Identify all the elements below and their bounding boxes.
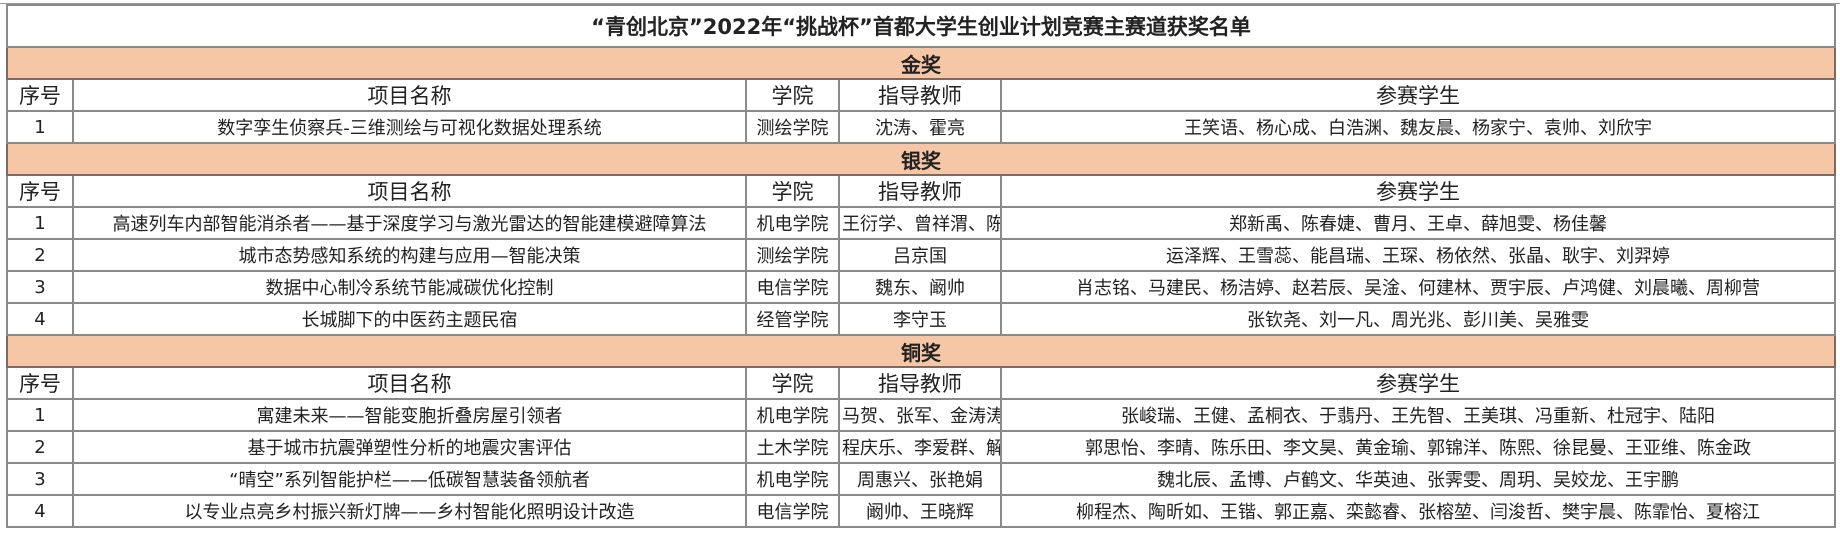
cell-students: 郑新禹、陈春婕、曹月、王卓、薛旭雯、杨佳馨: [1000, 206, 1836, 240]
header-students: 参赛学生: [1000, 174, 1836, 208]
cell-advisor: 周惠兴、张艳娟: [838, 462, 1002, 496]
cell-no: 1: [6, 206, 74, 240]
section-title: 铜奖: [6, 334, 1836, 368]
section-title: 银奖: [6, 142, 1836, 176]
cell-advisor: 王衍学、曾祥渭、陈思源: [838, 206, 1002, 240]
table-row: 1 高速列车内部智能消杀者——基于深度学习与激光雷达的智能建模避障算法 机电学院 王衍…: [6, 206, 1836, 240]
cell-project: 基于城市抗震弹塑性分析的地震灾害评估: [72, 430, 747, 464]
header-project: 项目名称: [72, 174, 747, 208]
cell-college: 经管学院: [745, 302, 840, 336]
cell-college: 机电学院: [745, 206, 840, 240]
title-row: “青创北京”2022年“挑战杯”首都大学生创业计划竞赛主赛道获奖名单: [6, 4, 1836, 48]
cell-college: 电信学院: [745, 270, 840, 304]
cell-advisor: 沈涛、霍亮: [838, 110, 1002, 144]
header-students: 参赛学生: [1000, 78, 1836, 112]
cell-college: 测绘学院: [745, 110, 840, 144]
cell-project: 城市态势感知系统的构建与应用—智能决策: [72, 238, 747, 272]
section-band: 金奖: [6, 46, 1836, 80]
cell-project: 数字孪生侦察兵-三维测绘与可视化数据处理系统: [72, 110, 747, 144]
cell-no: 3: [6, 462, 74, 496]
cell-no: 4: [6, 494, 74, 528]
header-row: 序号 项目名称 学院 指导教师 参赛学生: [6, 78, 1836, 112]
table-row: 2 城市态势感知系统的构建与应用—智能决策 测绘学院 吕京国 运泽辉、王雪蕊、能昌瑞、王…: [6, 238, 1836, 272]
header-college: 学院: [745, 174, 840, 208]
cell-students: 王笑语、杨心成、白浩渊、魏友晨、杨家宁、袁帅、刘欣宇: [1000, 110, 1836, 144]
table-row: 4 长城脚下的中医药主题民宿 经管学院 李守玉 张钦尧、刘一凡、周光兆、彭川美、吴雅雯: [6, 302, 1836, 336]
cell-project: “晴空”系列智能护栏——低碳智慧装备领航者: [72, 462, 747, 496]
section-band: 银奖: [6, 142, 1836, 176]
cell-college: 机电学院: [745, 462, 840, 496]
header-advisor: 指导教师: [838, 366, 1002, 400]
section-band: 铜奖: [6, 334, 1836, 368]
cell-students: 郭思怡、李晴、陈乐田、李文昊、黄金瑜、郭锦洋、陈熙、徐昆曼、王亚维、陈金政: [1000, 430, 1836, 464]
header-no: 序号: [6, 366, 74, 400]
table-row: 1 数字孪生侦察兵-三维测绘与可视化数据处理系统 测绘学院 沈涛、霍亮 王笑语、杨心成、…: [6, 110, 1836, 144]
cell-college: 机电学院: [745, 398, 840, 432]
table-row: 4 以专业点亮乡村振兴新灯牌——乡村智能化照明设计改造 电信学院 阚帅、王晓辉 柳程杰、…: [6, 494, 1836, 528]
page-title: “青创北京”2022年“挑战杯”首都大学生创业计划竞赛主赛道获奖名单: [6, 4, 1836, 48]
cell-college: 测绘学院: [745, 238, 840, 272]
cell-advisor: 吕京国: [838, 238, 1002, 272]
table-row: 3 数据中心制冷系统节能减碳优化控制 电信学院 魏东、阚帅 肖志铭、马建民、杨洁婷、赵若…: [6, 270, 1836, 304]
header-row: 序号 项目名称 学院 指导教师 参赛学生: [6, 174, 1836, 208]
cell-college: 电信学院: [745, 494, 840, 528]
cell-no: 2: [6, 238, 74, 272]
cell-advisor: 马贺、张军、金涛涛: [838, 398, 1002, 432]
cell-advisor: 阚帅、王晓辉: [838, 494, 1002, 528]
cell-project: 数据中心制冷系统节能减碳优化控制: [72, 270, 747, 304]
cell-students: 运泽辉、王雪蕊、能昌瑞、王琛、杨依然、张晶、耿宇、刘羿婷: [1000, 238, 1836, 272]
cell-advisor: 程庆乐、李爱群、解琳琳: [838, 430, 1002, 464]
cell-advisor: 李守玉: [838, 302, 1002, 336]
cell-students: 柳程杰、陶昕如、王锴、郭正嘉、栾懿睿、张榕堃、闫浚哲、樊宇晨、陈霏怡、夏榕江: [1000, 494, 1836, 528]
cell-students: 肖志铭、马建民、杨洁婷、赵若辰、吴淦、何建林、贾宇辰、卢鸿健、刘晨曦、周柳营: [1000, 270, 1836, 304]
header-project: 项目名称: [72, 78, 747, 112]
header-no: 序号: [6, 174, 74, 208]
cell-no: 2: [6, 430, 74, 464]
top-border: [0, 0, 1840, 4]
cell-college: 土木学院: [745, 430, 840, 464]
cell-advisor: 魏东、阚帅: [838, 270, 1002, 304]
table-row: 1 寓建未来——智能变胞折叠房屋引领者 机电学院 马贺、张军、金涛涛 张峻瑞、王健、孟桐…: [6, 398, 1836, 432]
header-row: 序号 项目名称 学院 指导教师 参赛学生: [6, 366, 1836, 400]
cell-students: 魏北辰、孟博、卢鹤文、华英迪、张霁雯、周玥、吴姣龙、王宇鹏: [1000, 462, 1836, 496]
header-advisor: 指导教师: [838, 78, 1002, 112]
cell-no: 4: [6, 302, 74, 336]
header-project: 项目名称: [72, 366, 747, 400]
cell-students: 张峻瑞、王健、孟桐衣、于翡丹、王先智、王美琪、冯重新、杜冠宇、陆阳: [1000, 398, 1836, 432]
header-advisor: 指导教师: [838, 174, 1002, 208]
cell-no: 3: [6, 270, 74, 304]
header-students: 参赛学生: [1000, 366, 1836, 400]
cell-students: 张钦尧、刘一凡、周光兆、彭川美、吴雅雯: [1000, 302, 1836, 336]
cell-project: 寓建未来——智能变胞折叠房屋引领者: [72, 398, 747, 432]
section-title: 金奖: [6, 46, 1836, 80]
cell-no: 1: [6, 110, 74, 144]
table-row: 3 “晴空”系列智能护栏——低碳智慧装备领航者 机电学院 周惠兴、张艳娟 魏北辰、孟博、…: [6, 462, 1836, 496]
header-no: 序号: [6, 78, 74, 112]
cell-project: 高速列车内部智能消杀者——基于深度学习与激光雷达的智能建模避障算法: [72, 206, 747, 240]
cell-project: 长城脚下的中医药主题民宿: [72, 302, 747, 336]
header-college: 学院: [745, 78, 840, 112]
table-row: 2基于城市抗震弹塑性分析的地震灾害评估土木学院程庆乐、李爱群、解琳琳郭思怡、李晴…: [6, 430, 1836, 464]
cell-no: 1: [6, 398, 74, 432]
header-college: 学院: [745, 366, 840, 400]
award-table: “青创北京”2022年“挑战杯”首都大学生创业计划竞赛主赛道获奖名单 金奖 序号项…: [6, 4, 1836, 528]
cell-project: 以专业点亮乡村振兴新灯牌——乡村智能化照明设计改造: [72, 494, 747, 528]
